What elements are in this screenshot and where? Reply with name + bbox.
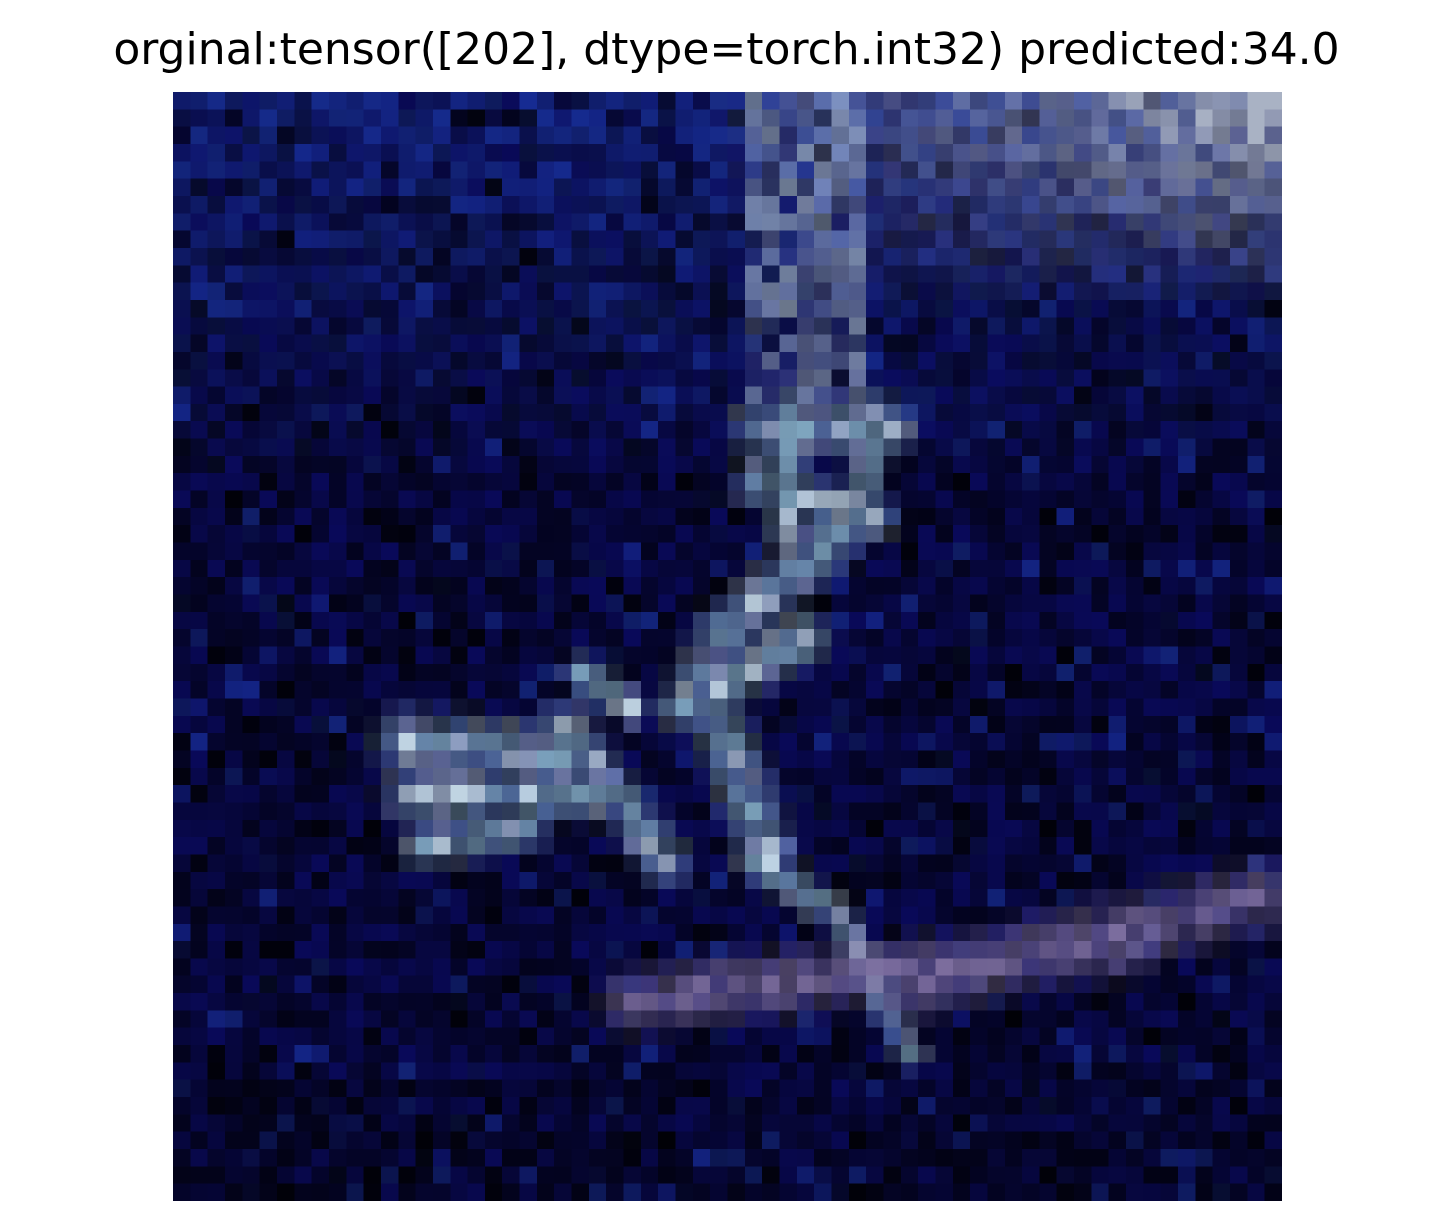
pixel-grid-image	[173, 92, 1282, 1201]
satellite-image	[173, 92, 1282, 1201]
figure-title: orginal:tensor([202], dtype=torch.int32)…	[113, 24, 1340, 75]
